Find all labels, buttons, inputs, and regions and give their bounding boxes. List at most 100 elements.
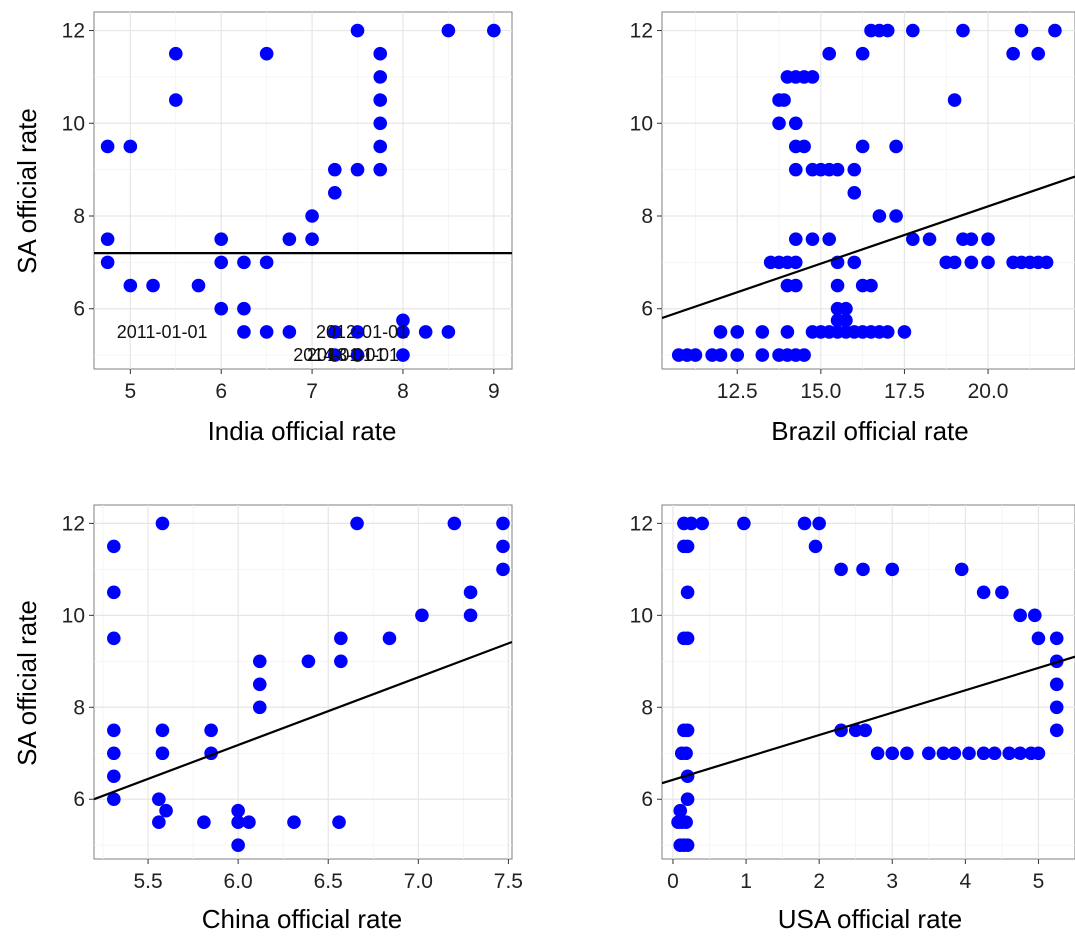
scatter-point	[964, 255, 979, 270]
scatter-point	[772, 116, 786, 131]
scatter-point	[334, 631, 348, 646]
scatter-point	[1049, 723, 1064, 738]
x-tick-label: 8	[397, 380, 409, 403]
scatter-point	[463, 608, 478, 623]
scatter-point	[237, 325, 251, 339]
scatter-point	[695, 516, 710, 531]
scatter-point	[847, 162, 862, 177]
scatter-point	[679, 815, 693, 830]
scatter-point	[1048, 23, 1062, 38]
scatter-point	[906, 23, 920, 38]
scatter-point	[146, 278, 160, 293]
scatter-point	[788, 232, 803, 246]
scatter-point	[496, 516, 510, 531]
scatter-point	[107, 585, 121, 600]
y-tick-label: 10	[62, 604, 85, 627]
scatter-point	[463, 585, 478, 600]
date-annotation: 2013-01-01	[307, 345, 399, 365]
date-annotation: 2014-01-01	[293, 345, 385, 365]
scatter-point	[713, 348, 728, 362]
x-tick-label: 12.5	[717, 380, 758, 403]
scatter-point	[155, 516, 170, 531]
y-tick-label: 6	[73, 788, 85, 811]
scatter-point	[242, 815, 256, 830]
scatter-point	[373, 139, 388, 154]
x-tick-label: 17.5	[884, 380, 925, 403]
scatter-point	[252, 700, 267, 715]
scatter-point	[906, 232, 920, 246]
scatter-point	[936, 746, 951, 761]
scatter-point	[1049, 631, 1064, 646]
scatter-point	[847, 255, 862, 270]
scatter-point	[788, 278, 803, 293]
plot-layer: 5.5 6.0 6.5 7.0 7.5 6 8 10 12	[62, 504, 523, 893]
scatter-point	[839, 301, 853, 316]
scatter-point	[168, 46, 183, 61]
scatter-point	[755, 325, 770, 339]
x-tick-label: 6.5	[314, 870, 343, 893]
scatter-point	[797, 516, 812, 531]
scatter-point	[788, 116, 803, 131]
scatter-point	[889, 139, 903, 154]
plot-area	[661, 504, 1075, 860]
scatter-point	[328, 186, 342, 200]
scatter-point	[880, 23, 895, 38]
scatter-point	[688, 348, 703, 362]
gridlines	[662, 12, 1075, 369]
scatter-point	[788, 162, 803, 177]
y-axis-title: SA official rate	[12, 600, 42, 766]
y-tick-label: 6	[641, 788, 653, 811]
scatter-point	[350, 23, 365, 38]
scatter-point	[301, 654, 316, 669]
scatter-point	[123, 139, 138, 154]
plot-area	[93, 11, 513, 370]
scatter-point	[900, 746, 914, 761]
y-tick-label: 12	[62, 512, 85, 535]
scatter-point	[870, 746, 885, 761]
scatter-point	[1002, 746, 1017, 761]
scatter-point	[797, 139, 811, 154]
scatter-point	[373, 116, 388, 131]
x-tick-label: 5.5	[133, 870, 162, 893]
scatter-point	[155, 746, 170, 761]
scatter-point	[889, 209, 903, 223]
scatter-point	[855, 46, 870, 61]
x-axis-title: USA official rate	[778, 904, 963, 934]
scatter-point	[231, 838, 245, 853]
scatter-point	[755, 348, 770, 362]
date-annotation: 2012-01-01	[316, 322, 408, 342]
scatter-point	[962, 746, 976, 761]
scatter-point	[214, 255, 229, 270]
x-tick-label: 3	[886, 870, 898, 893]
scatter-point	[834, 562, 848, 577]
x-tick-label: 0	[667, 870, 679, 893]
scatter-point	[107, 746, 121, 761]
scatter-point	[1013, 746, 1027, 761]
regression-line	[662, 655, 1075, 785]
panel-india-vs-sa: 5 6 7 8 9 6 8 10 12 2011-01-01 2012-01-01 2014-01-0…	[12, 11, 513, 446]
scatter-point	[981, 232, 995, 246]
scatter-point	[680, 723, 695, 738]
scatter-point	[987, 746, 1002, 761]
y-tick-label: 10	[630, 604, 653, 627]
scatter-point	[964, 232, 979, 246]
scatter-point	[673, 803, 688, 818]
scatter-point	[1039, 255, 1054, 270]
scatter-point	[496, 562, 510, 577]
y-tick-label: 6	[73, 298, 85, 321]
scatter-point	[947, 255, 962, 270]
scatter-point	[373, 93, 388, 107]
scatter-point	[730, 325, 745, 339]
points	[671, 516, 1064, 853]
panel-brazil-vs-sa: 12.5 15.0 17.5 20.0 6 8 10 12 Brazil official r…	[630, 11, 1075, 446]
scatter-point	[328, 325, 342, 339]
scatter-point	[730, 348, 745, 362]
scatter-point	[680, 539, 695, 554]
scatter-point	[885, 746, 900, 761]
regression-line	[94, 640, 512, 801]
scatter-point	[107, 792, 121, 807]
scatter-point	[100, 255, 115, 270]
scatter-point	[1049, 677, 1064, 692]
